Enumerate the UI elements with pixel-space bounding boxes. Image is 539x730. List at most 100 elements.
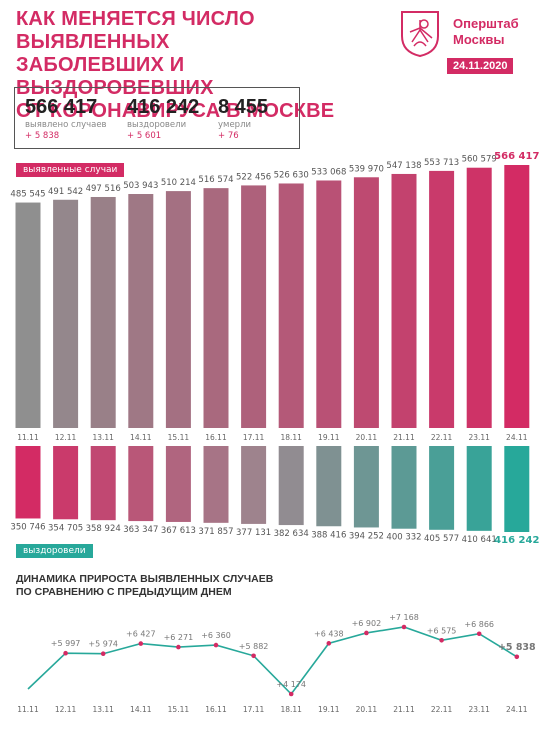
dynamics-value-label: +6 902 [352,619,382,628]
recovered-value-label: 382 634 [274,529,309,539]
recovered-value-label: 388 416 [311,530,346,540]
cases-value-label: 566 417 [494,151,539,162]
recovered-value-label: 367 613 [161,526,196,536]
cases-value-label: 516 574 [198,175,233,185]
stat-cases-label: выявлено случаев [25,120,107,130]
cases-value-label: 539 970 [349,164,384,174]
cases-bar [128,194,154,428]
stat-recovered-label: выздоровели [127,120,187,130]
cases-bar [165,191,191,428]
recovered-bar [53,446,79,520]
date-tick-label: 22.11 [431,433,453,442]
cases-bar [353,177,379,428]
cases-value-label: 522 456 [236,172,271,182]
stat-deaths-delta: + 76 [218,131,239,141]
dynamics-title: ДИНАМИКА ПРИРОСТА ВЫЯВЛЕННЫХ СЛУЧАЕВ ПО … [16,573,273,599]
dynamics-date-tick-label: 19.11 [318,705,340,714]
dynamics-point [63,650,68,656]
recovered-value-label: 416 242 [494,535,539,546]
dynamics-value-label: +6 427 [126,630,156,639]
recovered-bar [90,446,116,521]
cases-bar [316,180,342,428]
recovered-value-label: 405 577 [424,534,459,544]
dynamics-value-label: +5 882 [239,642,269,651]
cases-value-label: 497 516 [86,184,121,194]
dynamics-point [251,653,256,659]
cases-bar [203,188,229,428]
date-tick-label: 20.11 [356,433,378,442]
cases-bar-chart: 485 545 11.11 491 542 12.11 497 516 13.11 503 … [10,151,539,442]
recovered-value-label: 363 347 [123,525,158,535]
dynamics-value-label: +6 866 [464,620,494,629]
title-line-3: ОТ КОРОНАВИРУСА В МОСКВЕ [16,100,335,122]
dynamics-date-tick-label: 14.11 [130,705,152,714]
stat-cases-value: 566 417 [25,96,98,118]
title-line-1: КАК МЕНЯЕТСЯ ЧИСЛО ВЫЯВЛЕННЫХ [16,8,255,53]
dynamics-date-tick-label: 11.11 [17,705,39,714]
stat-cases: 566 417 выявлено случаев + 5 838 [25,96,107,141]
dynamics-point [364,630,369,636]
dynamics-value-label: +6 271 [164,633,194,642]
recovered-value-label: 354 705 [48,523,83,533]
recovered-value-label: 410 641 [462,535,497,545]
dynamics-point [476,631,482,637]
dynamics-point [514,654,520,660]
cases-value-label: 491 542 [48,187,83,197]
date-tick-label: 16.11 [205,433,227,442]
brand-line-1: Оперштаб [453,16,519,31]
cases-value-label: 503 943 [123,181,158,191]
dynamics-date-tick-label: 18.11 [280,705,302,714]
dynamics-value-label: +6 438 [314,629,344,638]
stat-recovered-value: 416 242 [127,96,200,118]
brand-line-2: Москвы [453,32,505,47]
date-badge: 24.11.2020 [447,58,514,74]
dynamics-title-line-2: ПО СРАВНЕНИЮ С ПРЕДЫДУЩИМ ДНЕМ [16,586,232,598]
dynamics-point [439,637,444,643]
recovered-bar [316,446,342,527]
date-tick-label: 23.11 [468,433,490,442]
stat-recovered-delta: + 5 601 [127,131,162,141]
recovered-bar [466,446,492,531]
dynamics-value-label: +5 997 [51,639,81,648]
dynamics-date-tick-label: 12.11 [55,705,77,714]
date-tick-label: 11.11 [17,433,39,442]
dynamics-date-tick-label: 21.11 [393,705,415,714]
stat-deaths-value: 8 455 [218,96,269,118]
date-tick-label: 13.11 [92,433,114,442]
brand-name: Оперштаб Москвы [453,16,519,48]
cases-bar [504,165,530,428]
dynamics-date-tick-label: 16.11 [205,705,227,714]
cases-value-label: 547 138 [386,161,421,171]
cases-section-tag: выявленные случаи [16,163,125,177]
dynamics-point [288,691,294,697]
recovered-bar [504,446,530,532]
dynamics-value-label: +4 174 [276,680,306,689]
dynamics-point [326,641,332,646]
dynamics-value-label: +5 838 [498,642,536,653]
cases-value-label: 526 630 [274,170,309,180]
recovered-bar [353,446,379,528]
date-tick-label: 24.11 [506,433,528,442]
cases-bar [53,199,79,428]
cases-value-label: 533 068 [311,167,346,177]
date-tick-label: 12.11 [55,433,77,442]
dynamics-value-label: +6 575 [427,626,457,635]
dynamics-point [401,624,407,630]
recovered-bar [278,446,304,526]
recovered-value-label: 371 857 [198,527,233,537]
date-tick-label: 19.11 [318,433,340,442]
stat-deaths-label: умерли [218,120,252,130]
cases-bar [241,185,267,428]
recovered-bar [15,446,41,519]
cases-value-label: 485 545 [10,190,45,200]
dynamics-value-label: +5 974 [88,640,118,649]
date-tick-label: 18.11 [280,433,302,442]
date-tick-label: 21.11 [393,433,415,442]
dynamics-point [213,642,219,648]
stat-recovered: 416 242 выздоровели + 5 601 [127,96,199,141]
cases-value-label: 553 713 [424,158,459,168]
recovered-bar [203,446,229,523]
recovered-bar-chart: 350 746 354 705 358 924 363 347 367 613 371 8… [10,446,539,546]
recovered-value-label: 400 332 [386,533,421,543]
